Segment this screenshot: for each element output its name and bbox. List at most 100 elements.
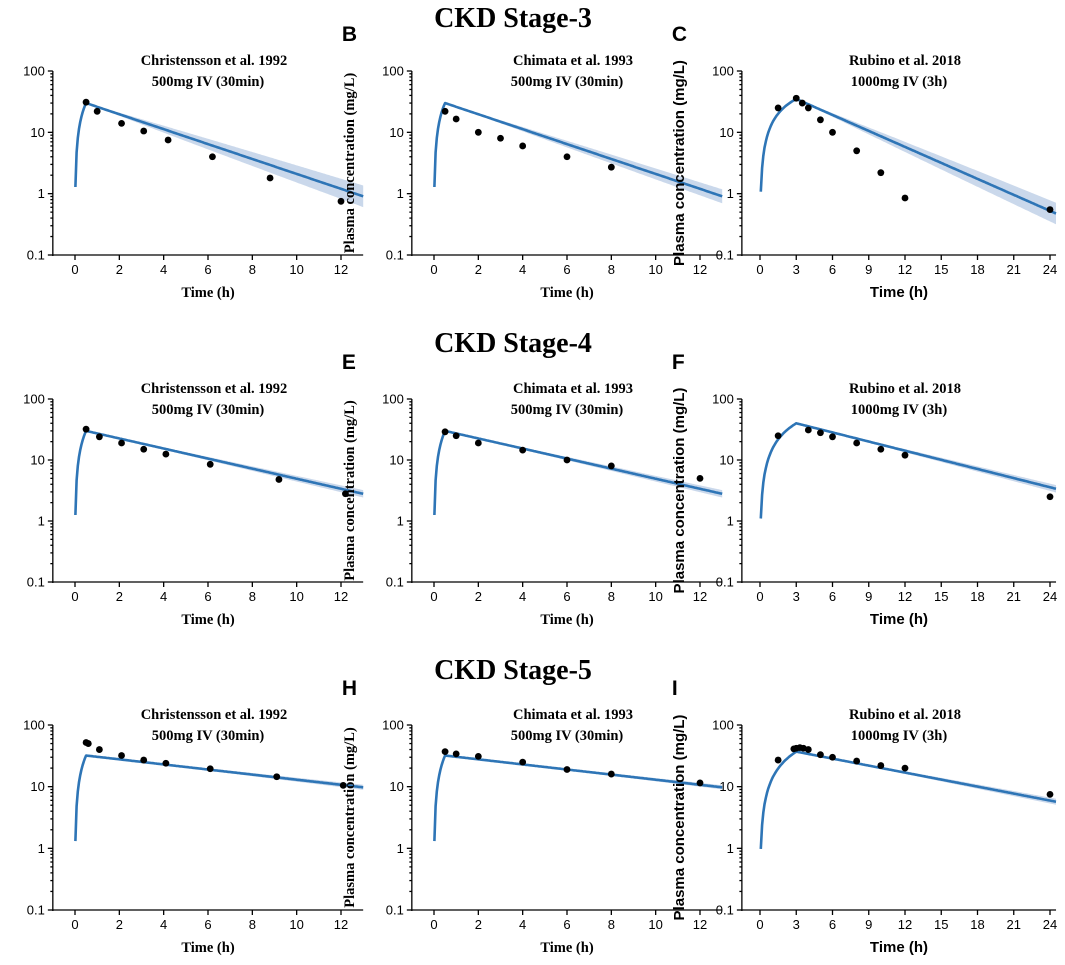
x-tick-label: 9 xyxy=(865,262,872,277)
x-tick-label: 15 xyxy=(934,917,948,932)
x-axis-label: Time (h) xyxy=(181,940,234,956)
observed-point xyxy=(452,750,460,758)
y-tick-label: 100 xyxy=(712,718,734,733)
observed-point xyxy=(95,433,103,441)
panel-letter: E xyxy=(342,351,356,374)
x-tick-label: 8 xyxy=(608,262,615,277)
predicted-concentration-line xyxy=(74,101,364,198)
y-axis-label: Plasma concentration (mg/L) xyxy=(671,60,688,266)
y-tick-label: 100 xyxy=(382,718,404,733)
observed-point xyxy=(774,432,782,440)
y-tick-label: 100 xyxy=(23,64,45,79)
observed-point xyxy=(563,456,571,464)
y-tick-label: 1 xyxy=(397,841,404,856)
panel-letter: F xyxy=(672,351,685,374)
y-tick-label: 0.1 xyxy=(716,575,734,590)
x-tick-label: 10 xyxy=(289,917,303,932)
x-tick-label: 6 xyxy=(204,262,211,277)
x-tick-label: 21 xyxy=(1007,917,1021,932)
y-tick-label: 100 xyxy=(712,392,734,407)
predicted-concentration-line xyxy=(759,97,1057,215)
observed-point xyxy=(829,128,836,136)
y-tick-label: 1 xyxy=(727,186,734,201)
observed-point xyxy=(817,116,824,124)
x-tick-label: 4 xyxy=(160,589,167,604)
observed-point xyxy=(774,104,782,112)
y-tick-label: 10 xyxy=(389,779,403,794)
observed-point xyxy=(140,445,148,453)
panel-c: C Rubino et al. 2018 1000mg IV (3h) 0.1 1 10 1… xyxy=(671,23,1057,301)
panel-h: H Chimata et al. 1993 500mg IV (30min) 0.1 1… xyxy=(342,677,723,956)
observed-point xyxy=(774,756,782,764)
panel-e: E Chimata et al. 1993 500mg IV (30min) 0.1 1… xyxy=(342,351,723,628)
x-tick-label: 15 xyxy=(934,589,948,604)
predicted-concentration-line xyxy=(433,101,723,198)
x-tick-label: 2 xyxy=(116,589,123,604)
y-axis-label: Plasma concentration (mg/L) xyxy=(342,400,358,581)
y-axis-label: Plasma concentration (mg/L) xyxy=(342,73,358,254)
x-tick-label: 0 xyxy=(756,589,763,604)
observed-point xyxy=(206,765,214,773)
observed-point xyxy=(519,758,527,766)
observed-point xyxy=(452,432,460,440)
x-tick-label: 12 xyxy=(334,262,348,277)
observed-point xyxy=(82,98,90,106)
x-tick-label: 10 xyxy=(648,262,662,277)
observed-point xyxy=(877,169,885,177)
y-tick-label: 10 xyxy=(719,125,733,140)
x-tick-label: 21 xyxy=(1007,589,1021,604)
panel-i: I Rubino et al. 2018 1000mg IV (3h) 0.1 1 10 1… xyxy=(671,677,1057,956)
x-tick-label: 18 xyxy=(970,917,984,932)
x-tick-label: 0 xyxy=(71,262,78,277)
observed-point xyxy=(817,429,824,437)
study-label: Chimata et al. 1993 xyxy=(513,707,633,723)
y-tick-label: 1 xyxy=(38,514,45,529)
x-tick-label: 3 xyxy=(793,262,800,277)
observed-point xyxy=(164,136,172,144)
x-tick-label: 10 xyxy=(648,589,662,604)
y-tick-label: 0.1 xyxy=(716,248,734,263)
observed-point xyxy=(901,194,909,202)
x-tick-label: 6 xyxy=(829,262,836,277)
x-tick-label: 4 xyxy=(519,589,526,604)
x-tick-label: 24 xyxy=(1043,262,1057,277)
panel-letter: B xyxy=(342,23,357,46)
observed-point xyxy=(607,770,615,778)
y-tick-label: 1 xyxy=(38,186,45,201)
x-axis-label: Time (h) xyxy=(181,285,234,301)
x-tick-label: 0 xyxy=(756,917,763,932)
x-tick-label: 15 xyxy=(934,262,948,277)
x-tick-label: 2 xyxy=(475,917,482,932)
y-tick-label: 10 xyxy=(389,453,403,468)
y-axis-label: Plasma concentration (mg/L) xyxy=(671,715,688,921)
prediction-interval-band xyxy=(760,751,1056,849)
x-tick-label: 8 xyxy=(608,589,615,604)
x-tick-label: 8 xyxy=(249,917,256,932)
y-tick-label: 10 xyxy=(719,779,733,794)
observed-point xyxy=(162,450,170,458)
prediction-interval-band xyxy=(75,103,364,208)
observed-point xyxy=(95,746,103,753)
observed-point xyxy=(696,779,704,787)
x-tick-label: 0 xyxy=(71,917,78,932)
study-label: Christensson et al. 1992 xyxy=(141,53,288,69)
x-tick-label: 12 xyxy=(334,589,348,604)
observed-point xyxy=(804,746,812,753)
y-tick-label: 100 xyxy=(23,392,45,407)
x-tick-label: 0 xyxy=(756,262,763,277)
observed-point xyxy=(266,174,274,182)
predicted-concentration-line xyxy=(433,429,723,516)
observed-point xyxy=(563,153,571,161)
x-axis-label: Time (h) xyxy=(540,612,593,628)
observed-point xyxy=(118,752,125,759)
y-tick-label: 10 xyxy=(30,453,44,468)
x-tick-label: 6 xyxy=(829,589,836,604)
regimen-label: 1000mg IV (3h) xyxy=(851,74,948,90)
x-tick-label: 24 xyxy=(1043,917,1057,932)
x-tick-label: 12 xyxy=(334,917,348,932)
y-tick-label: 0.1 xyxy=(386,248,404,263)
observed-point xyxy=(829,433,836,441)
x-tick-label: 6 xyxy=(563,917,570,932)
